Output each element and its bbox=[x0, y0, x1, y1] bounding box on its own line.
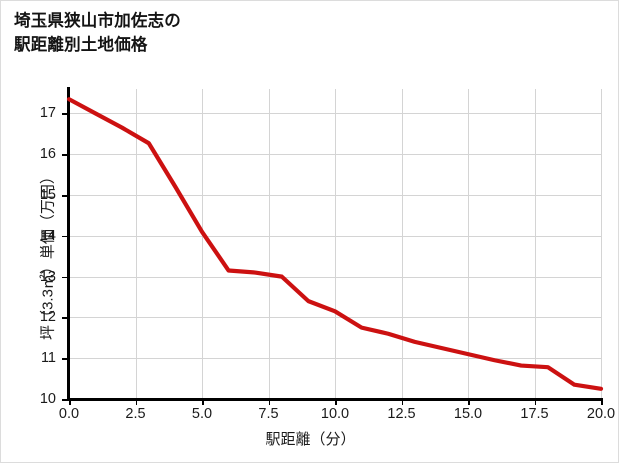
gridline-horizontal bbox=[69, 154, 601, 155]
y-tick-label: 15 bbox=[39, 187, 56, 204]
gridline-horizontal bbox=[69, 317, 601, 318]
y-tick-mark bbox=[62, 276, 67, 279]
series-line-layer bbox=[66, 97, 604, 391]
y-tick-mark bbox=[62, 358, 67, 360]
plot-area bbox=[69, 89, 602, 400]
y-tick-label: 13 bbox=[39, 268, 56, 285]
gridline-vertical bbox=[535, 89, 536, 399]
gridline-vertical bbox=[69, 89, 70, 399]
x-axis-spine bbox=[67, 398, 603, 401]
x-tick-label: 0.0 bbox=[58, 406, 80, 422]
y-tick-label: 16 bbox=[39, 146, 56, 163]
x-tick-label: 5.0 bbox=[191, 406, 213, 422]
y-tick-mark bbox=[62, 317, 67, 319]
x-tick-mark bbox=[468, 400, 470, 405]
x-tick-label: 12.5 bbox=[387, 406, 416, 422]
x-tick-mark bbox=[401, 400, 404, 405]
y-tick-label: 10 bbox=[39, 391, 56, 407]
page-title: 埼玉県狭山市加佐志の 駅距離別土地価格 bbox=[14, 9, 181, 57]
x-axis-title: 駅距離（分） bbox=[265, 431, 356, 448]
series-line-坪単価 bbox=[66, 97, 604, 391]
y-tick-label: 14 bbox=[39, 227, 56, 244]
gridline-vertical bbox=[601, 89, 602, 399]
gridline-vertical bbox=[335, 89, 336, 399]
y-axis-title: 坪（3.3㎡）単価（万円） bbox=[39, 169, 57, 340]
x-tick-mark bbox=[69, 400, 71, 405]
x-tick-mark bbox=[135, 400, 138, 405]
x-tick-label: 10.0 bbox=[320, 406, 350, 422]
y-tick-mark bbox=[62, 154, 67, 156]
gridline-vertical bbox=[136, 89, 137, 399]
gridline-horizontal bbox=[69, 236, 601, 237]
x-tick-mark bbox=[601, 400, 603, 405]
y-tick-mark bbox=[62, 195, 67, 197]
gridline-horizontal bbox=[69, 358, 601, 359]
x-tick-mark bbox=[335, 400, 337, 405]
title-line-2: 駅距離別土地価格 bbox=[14, 36, 148, 54]
x-tick-label: 20.0 bbox=[586, 406, 616, 422]
x-tick-mark bbox=[268, 400, 271, 405]
x-tick-mark bbox=[202, 400, 204, 405]
y-axis-spine bbox=[67, 87, 70, 401]
x-tick-label: 17.5 bbox=[520, 406, 549, 422]
y-tick-label: 11 bbox=[40, 350, 56, 367]
y-tick-mark bbox=[62, 113, 67, 116]
gridline-horizontal bbox=[69, 113, 601, 114]
gridline-vertical bbox=[402, 89, 403, 399]
title-line-1: 埼玉県狭山市加佐志の bbox=[14, 12, 181, 30]
gridline-vertical bbox=[202, 89, 203, 399]
y-tick-mark bbox=[62, 399, 67, 401]
gridline-vertical bbox=[269, 89, 270, 399]
gridline-vertical bbox=[468, 89, 469, 399]
gridline-horizontal bbox=[69, 277, 601, 278]
x-tick-label: 15.0 bbox=[453, 406, 483, 422]
gridline-horizontal bbox=[69, 195, 601, 196]
y-tick-label: 12 bbox=[39, 309, 56, 326]
x-tick-mark bbox=[534, 400, 537, 405]
x-tick-label: 7.5 bbox=[258, 406, 279, 422]
y-tick-mark bbox=[62, 235, 67, 238]
y-tick-label: 17 bbox=[39, 105, 56, 122]
x-tick-label: 2.5 bbox=[125, 406, 146, 422]
